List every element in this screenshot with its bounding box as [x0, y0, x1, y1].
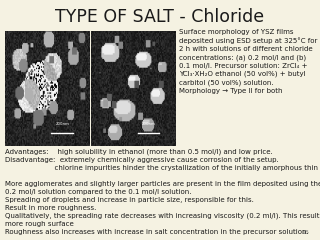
Text: Advantages:    high solubility in ethanol (more than 0.5 mol/l) and low price.
D: Advantages: high solubility in ethanol (… — [5, 149, 320, 235]
Text: 200nm: 200nm — [142, 122, 156, 126]
Text: 16: 16 — [301, 230, 309, 235]
Text: TYPE OF SALT - Chloride: TYPE OF SALT - Chloride — [55, 8, 265, 26]
Text: 200nm: 200nm — [56, 122, 69, 126]
Text: Surface morphology of YSZ films
deposited using ESD setup at 325°C for
2 h with : Surface morphology of YSZ films deposite… — [179, 29, 317, 94]
